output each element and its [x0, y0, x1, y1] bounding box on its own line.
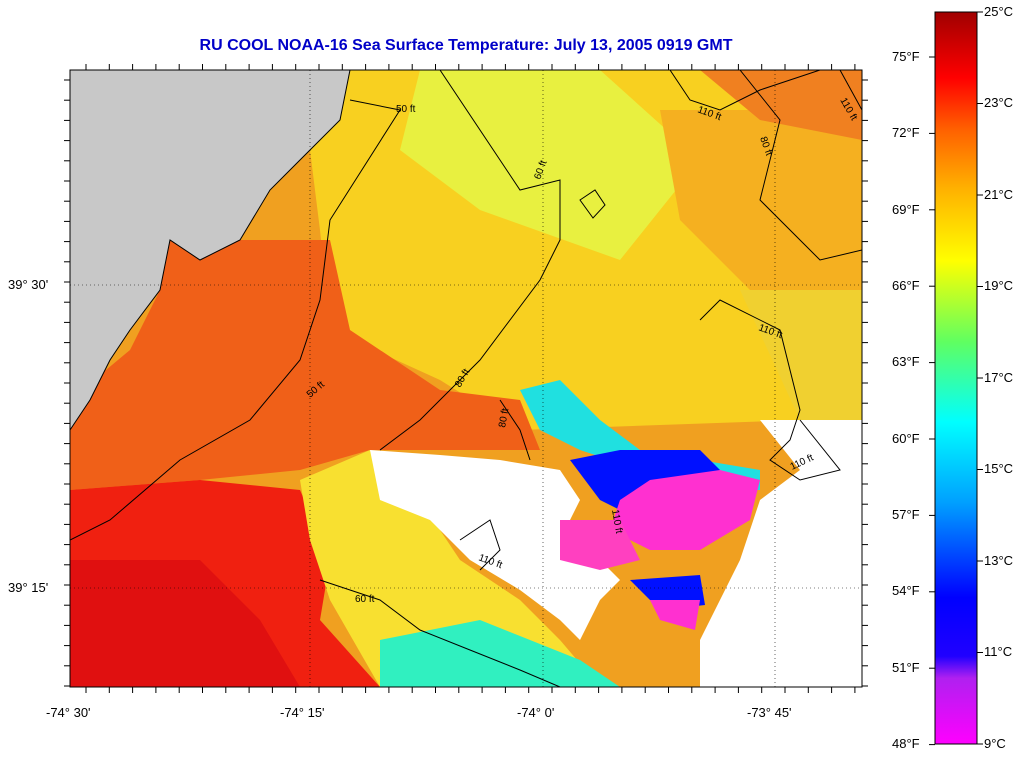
contour-110ft-south [459, 519, 501, 571]
cb-c-15: 15°C [984, 461, 1014, 476]
contour-110ft-north [669, 70, 821, 111]
sst-south-cyan [380, 620, 620, 687]
sst-orange-offshore [660, 110, 862, 300]
contour-50ft [70, 99, 401, 541]
contour-60ft [379, 70, 561, 451]
cb-c-13: 13°C [984, 553, 1014, 568]
no-data-region [370, 450, 620, 640]
cb-f-54: 54°F [892, 583, 920, 598]
sst-east-region [740, 290, 862, 420]
sst-nearshore-warm [70, 240, 540, 490]
lon-label-74-0: -74° 0' [517, 705, 555, 720]
cb-f-69: 69°F [892, 202, 920, 217]
contour-label-60ft-south: 60 ft [355, 594, 375, 605]
sst-magenta-patch-south [650, 600, 700, 630]
lon-label-74-15: -74° 15' [280, 705, 325, 720]
cb-c-23: 23°C [984, 95, 1014, 110]
sst-magenta-fleck [560, 520, 640, 570]
colorbar-ticks [929, 11, 983, 746]
lat-label-39-15: 39° 15' [8, 580, 49, 595]
sst-southwest-deep-red [70, 560, 300, 687]
contour-label-80ft-mid: 80 ft [497, 407, 511, 428]
cb-c-25: 25°C [984, 4, 1014, 19]
sst-northeast-warm [700, 70, 862, 140]
cb-c-11: 11°C [984, 644, 1013, 659]
contour-110ft-east [699, 299, 841, 481]
land-new-jersey [70, 70, 351, 431]
cb-f-66: 66°F [892, 278, 920, 293]
map-title: RU COOL NOAA-16 Sea Surface Temperature:… [199, 37, 733, 54]
lat-label-39-30: 39° 30' [8, 277, 49, 292]
sst-south-yellow [300, 450, 600, 687]
cb-c-9: 9°C [984, 736, 1006, 751]
contour-label-110ft-mid: 110 ft [609, 509, 624, 535]
cb-f-72: 72°F [892, 125, 920, 140]
sst-magenta-patch [610, 470, 760, 550]
cb-f-51: 51°F [892, 660, 920, 675]
cb-f-63: 63°F [892, 354, 920, 369]
contour-closed-loop [579, 189, 606, 219]
cb-c-19: 19°C [984, 278, 1014, 293]
contour-label-50ft: 50 ft [396, 104, 416, 115]
cb-f-48: 48°F [892, 736, 920, 751]
contour-80ft-mid [499, 399, 531, 461]
contour-60ft-south [319, 579, 561, 687]
sst-light-yellow-region [400, 70, 700, 260]
cb-f-60: 60°F [892, 431, 920, 446]
lon-label-73-45: -73° 45' [747, 705, 792, 720]
map-frame [69, 69, 863, 688]
map-ticks [64, 64, 868, 693]
contour-110ft-northeast [839, 70, 862, 111]
cb-f-57: 57°F [892, 507, 920, 522]
contour-80ft [739, 70, 862, 261]
cb-f-75: 75°F [892, 49, 920, 64]
cb-c-21: 21°C [984, 187, 1014, 202]
lon-label-74-30: -74° 30' [46, 705, 91, 720]
colorbar [934, 11, 978, 745]
no-data-region-east [700, 420, 862, 687]
map-grid [70, 70, 862, 687]
cb-c-17: 17°C [984, 370, 1014, 385]
